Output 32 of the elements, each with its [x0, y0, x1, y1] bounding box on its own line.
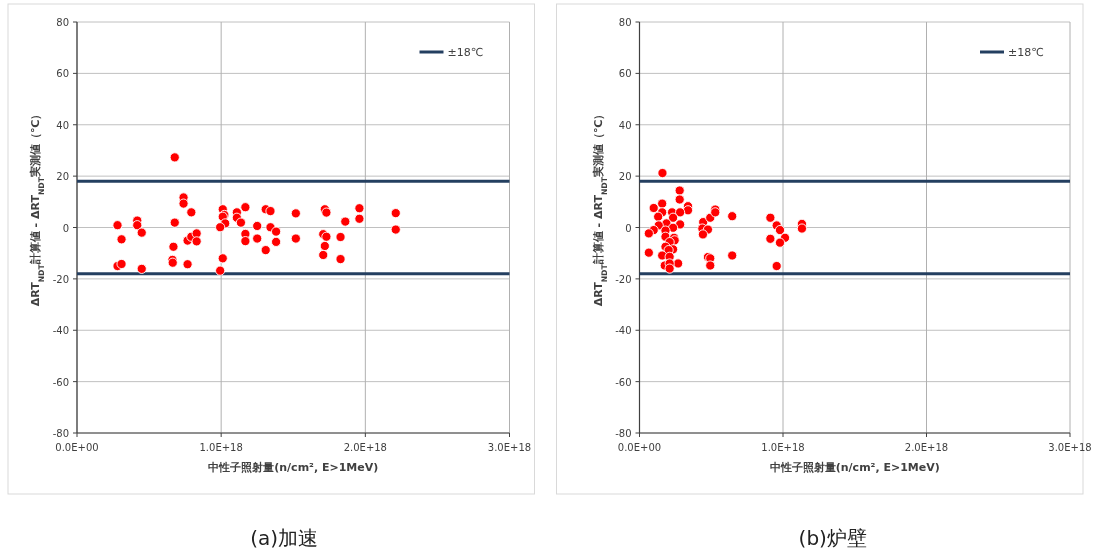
x-tick-label: 2.0E+18 [904, 442, 949, 453]
y-tick-label: 40 [56, 119, 69, 131]
y-tick-label: 0 [625, 222, 632, 234]
x-axis-title: 中性子照射量(n/cm², E>1MeV) [208, 461, 379, 474]
y-tick-label: -20 [615, 273, 632, 285]
y-tick-label: -60 [615, 376, 632, 388]
y-tick-label: -60 [52, 376, 69, 388]
text: (a)加速 [250, 526, 319, 550]
y-tick-label: 60 [56, 68, 69, 80]
y-tick-label: 0 [62, 222, 69, 234]
y-tick-label: -80 [52, 428, 69, 439]
y-tick-label: 60 [618, 68, 632, 80]
x-tick-label: 2.0E+18 [343, 442, 387, 453]
x-tick-label: 3.0E+18 [487, 442, 532, 453]
x-tick-label: 0.0E+00 [55, 442, 99, 453]
x-tick-label: 1.0E+18 [199, 442, 243, 453]
legend-label: ±18℃ [447, 46, 484, 59]
y-tick-label: 80 [56, 17, 69, 28]
x-axis-title: 中性子照射量(n/cm², E>1MeV) [769, 461, 940, 474]
text: (b)炉壁 [798, 526, 867, 550]
y-tick-label: -40 [52, 325, 69, 337]
legend-label: ±18℃ [1008, 46, 1044, 59]
x-tick-label: 3.0E+18 [1048, 442, 1092, 453]
y-tick-label: 80 [618, 17, 632, 28]
x-tick-label: 0.0E+00 [617, 442, 662, 453]
y-tick-label: -20 [52, 273, 69, 285]
y-tick-label: 40 [618, 119, 632, 131]
y-tick-label: -40 [615, 325, 632, 337]
x-tick-label: 1.0E+18 [761, 442, 805, 453]
y-tick-label: -80 [615, 428, 632, 439]
y-tick-label: 20 [56, 171, 69, 183]
y-tick-label: 20 [618, 171, 632, 183]
